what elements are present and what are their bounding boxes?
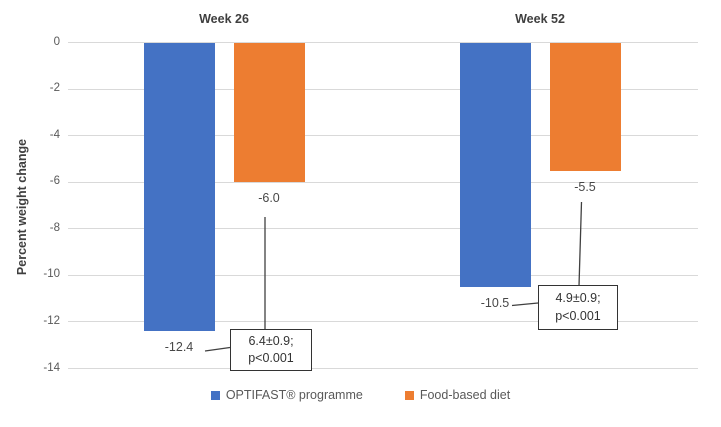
bar-week26-series1 — [233, 42, 305, 183]
gridline — [68, 42, 698, 43]
gridline — [68, 181, 698, 183]
bar-data-label: -12.4 — [164, 340, 194, 355]
bar-data-label: -6.0 — [258, 191, 280, 206]
annotation-week26-line1: 6.4±0.9; — [248, 333, 294, 348]
gridline — [68, 228, 698, 230]
chart-legend: OPTIFAST® programme Food-based diet — [0, 388, 721, 402]
legend-label: OPTIFAST® programme — [225, 388, 363, 402]
annotation-week26-line2: p<0.001 — [248, 351, 294, 365]
bar-data-label: -10.5 — [480, 296, 510, 310]
legend-item-series0: OPTIFAST® programme — [210, 388, 363, 402]
category-title: Week 26 — [199, 12, 249, 26]
y-axis-tick-label: -10 — [43, 268, 60, 281]
gridline — [68, 321, 698, 323]
y-axis-tick-label: -12 — [43, 314, 60, 327]
connector-line-week52-vertical — [578, 201, 583, 287]
y-axis-tick-label: -2 — [49, 82, 60, 95]
gridline — [68, 368, 698, 369]
y-axis-tick-label: 0 — [53, 35, 60, 48]
bar-data-label: -5.5 — [574, 179, 596, 194]
y-axis-tick-label: -8 — [49, 221, 60, 234]
bar-week26-series0 — [143, 42, 215, 332]
annotation-week52-line2: p<0.001 — [555, 308, 601, 323]
y-axis-tick-label: -4 — [49, 128, 60, 141]
annotation-week52-line1: 4.9±0.9; — [555, 291, 601, 305]
y-axis-tick-label: -6 — [49, 175, 60, 188]
category-title: Week 52 — [515, 12, 565, 26]
annotation-box-week52: 4.9±0.9; p<0.001 — [538, 285, 618, 330]
gridline — [68, 274, 698, 276]
legend-swatch-icon — [210, 390, 220, 400]
bar-week52-series1 — [549, 42, 621, 171]
gridline — [68, 88, 698, 90]
bar-week52-series0 — [459, 42, 531, 287]
legend-label: Food-based diet — [419, 388, 511, 402]
gridline — [68, 135, 698, 137]
legend-swatch-icon — [404, 390, 414, 400]
annotation-box-week26: 6.4±0.9; p<0.001 — [230, 329, 312, 371]
y-axis-tick-label: -14 — [43, 361, 60, 374]
legend-item-series1: Food-based diet — [404, 388, 511, 402]
